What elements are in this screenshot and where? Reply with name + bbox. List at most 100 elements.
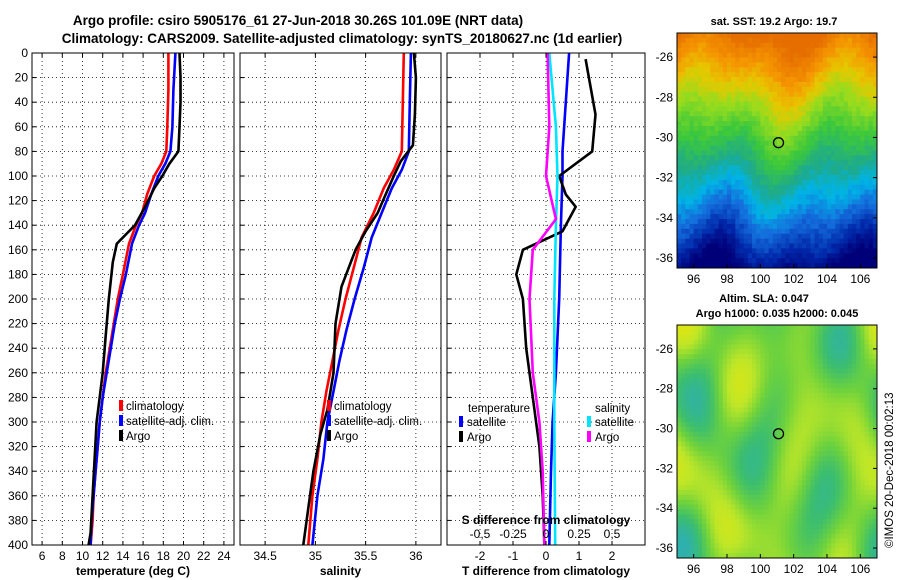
map-cell	[710, 358, 715, 365]
map-cell	[777, 456, 782, 462]
map-cell	[677, 170, 682, 176]
map-cell	[827, 86, 832, 93]
map-cell	[814, 130, 820, 137]
map-cell	[764, 485, 770, 491]
map-cell	[872, 339, 878, 345]
map-cell	[802, 412, 807, 418]
map-cell	[710, 145, 715, 151]
map-cell	[727, 349, 732, 355]
legend-swatch	[327, 415, 331, 426]
map-cell	[797, 392, 803, 399]
map-cell	[785, 460, 790, 467]
map-cell	[806, 499, 811, 505]
map-cell	[856, 325, 861, 331]
map-cell	[822, 553, 828, 559]
map-cell	[714, 121, 720, 127]
map-cell	[785, 553, 790, 559]
map-cell	[789, 334, 795, 340]
map-cell	[852, 86, 857, 93]
map-cell	[839, 130, 845, 137]
map-cell	[868, 494, 874, 501]
map-cell	[722, 344, 728, 350]
map-cell	[827, 392, 832, 399]
map-cell	[785, 494, 790, 501]
map-cell	[735, 368, 740, 374]
map-cell	[806, 339, 811, 345]
map-cell	[831, 548, 836, 554]
map-cell	[856, 52, 861, 58]
map-cell	[860, 184, 865, 191]
map-cell	[752, 344, 757, 350]
map-cell	[827, 101, 832, 107]
map-cell	[814, 165, 820, 171]
map-cell	[697, 329, 703, 336]
map-cell	[685, 524, 690, 530]
map-cell	[793, 548, 799, 554]
map-cell	[689, 494, 695, 501]
map-cell	[752, 325, 757, 331]
map-cell	[814, 422, 820, 428]
map-cell	[714, 214, 720, 220]
map-cell	[722, 37, 728, 44]
legend-label: Argo	[334, 431, 358, 443]
map-cell	[710, 504, 715, 510]
map-cell	[814, 519, 820, 525]
map-cell	[810, 509, 815, 515]
map-cell	[677, 402, 682, 408]
map-cell	[718, 548, 724, 554]
map-cell	[735, 91, 740, 98]
map-cell	[785, 33, 790, 39]
map-cell	[685, 509, 690, 515]
map-cell	[872, 116, 878, 122]
map-cell	[697, 47, 703, 53]
map-cell	[852, 160, 857, 166]
map-cell	[827, 214, 832, 220]
map-cell	[760, 194, 765, 200]
map-cell	[827, 329, 832, 336]
map-cell	[810, 126, 815, 132]
map-cell	[710, 485, 715, 491]
map-cell	[714, 263, 720, 269]
map-cell	[781, 81, 786, 88]
map-cell	[768, 130, 774, 137]
map-cell	[710, 258, 715, 264]
map-cell	[872, 334, 878, 340]
map-cell	[852, 155, 857, 161]
map-cell	[735, 528, 740, 535]
map-cell	[797, 553, 803, 559]
map-cell	[747, 57, 753, 63]
map-cell	[852, 184, 857, 191]
map-cell	[856, 126, 861, 132]
map-cell	[718, 514, 724, 520]
map-cell	[802, 470, 807, 476]
map-cell	[781, 72, 786, 78]
map-cell	[706, 184, 711, 191]
map-cell	[860, 494, 865, 501]
map-cell	[785, 538, 790, 544]
map-cell	[868, 470, 874, 476]
map-cell	[764, 538, 770, 544]
map-cell	[777, 528, 782, 535]
map-cell	[864, 165, 870, 171]
map-cell	[835, 533, 840, 539]
map-cell	[793, 499, 799, 505]
map-cell	[785, 344, 790, 350]
map-cell	[802, 407, 807, 413]
map-cell	[714, 67, 720, 73]
map-cell	[777, 358, 782, 365]
map-cell	[781, 214, 786, 220]
map-cell	[847, 37, 853, 44]
map-cell	[860, 548, 865, 554]
map-cell	[739, 42, 745, 49]
map-cell	[872, 446, 878, 452]
map-cell	[706, 378, 711, 384]
map-cell	[835, 263, 840, 269]
map-cell	[697, 480, 703, 486]
map-cell	[747, 485, 753, 491]
map-cell	[797, 150, 803, 156]
map-cell	[831, 179, 836, 186]
map-cell	[743, 140, 749, 147]
map-cell	[814, 460, 820, 467]
map-cell	[735, 422, 740, 428]
map-cell	[760, 238, 765, 244]
